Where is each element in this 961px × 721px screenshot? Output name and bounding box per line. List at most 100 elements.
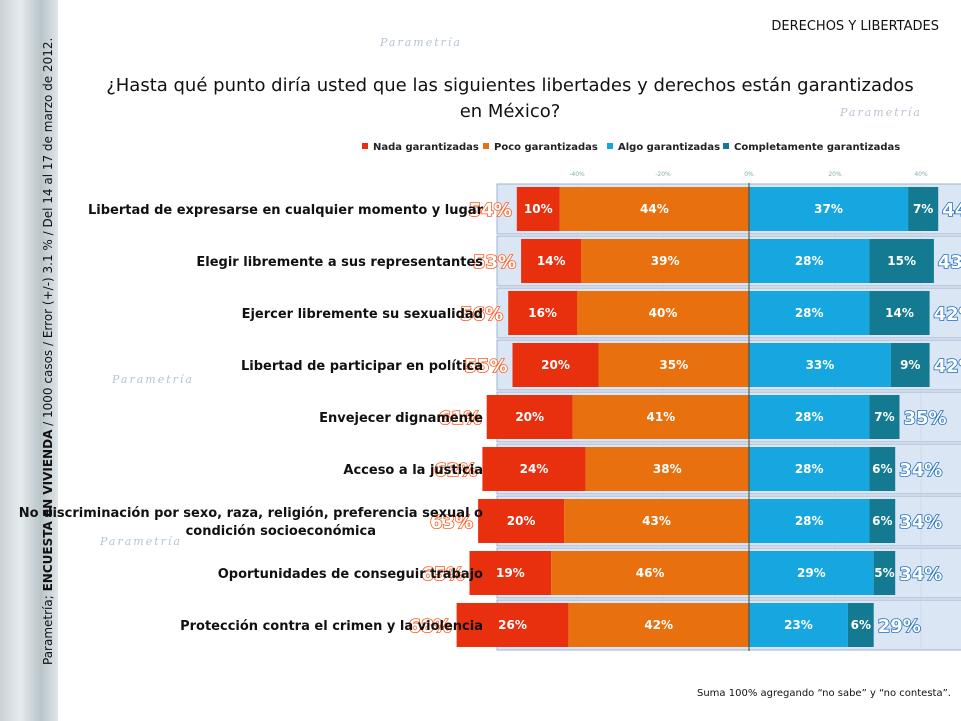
data-label-algo: 23% (784, 618, 813, 632)
category-label: Elegir libremente a sus representantes (196, 255, 483, 270)
legend-label: Poco garantizadas (494, 142, 598, 153)
data-label-nada: 14% (537, 254, 566, 268)
bar-poco (568, 603, 749, 647)
negative-total: 55% (464, 356, 507, 377)
data-label-completamente: 6% (872, 462, 892, 476)
data-label-algo: 28% (795, 462, 824, 476)
bar-completamente (890, 343, 930, 387)
bar-nada (469, 551, 552, 595)
negative-total: 54% (469, 200, 512, 221)
bar-poco (572, 395, 749, 439)
negative-total: 56% (460, 304, 503, 325)
positive-total: 35% (904, 408, 947, 429)
bar-algo (749, 551, 874, 595)
x-tick-label: -20% (655, 171, 671, 178)
bar-nada (478, 499, 565, 543)
data-label-poco: 42% (644, 618, 673, 632)
data-label-completamente: 7% (913, 202, 933, 216)
negative-total: 53% (473, 252, 516, 273)
watermark: Parametría (112, 373, 194, 386)
bar-poco (577, 291, 749, 335)
data-label-completamente: 14% (885, 306, 914, 320)
sidebar-decoration (0, 0, 58, 721)
data-label-poco: 35% (659, 358, 688, 372)
data-label-nada: 19% (496, 566, 525, 580)
bar-completamente (847, 603, 874, 647)
data-label-poco: 41% (646, 410, 675, 424)
bar-poco (551, 551, 749, 595)
x-tick-label: 0% (744, 171, 754, 178)
data-label-algo: 28% (795, 306, 824, 320)
data-label-poco: 46% (636, 566, 665, 580)
data-label-poco: 43% (642, 514, 671, 528)
data-label-algo: 28% (795, 254, 824, 268)
data-label-algo: 28% (795, 410, 824, 424)
bar-completamente (869, 291, 930, 335)
bar-completamente (908, 187, 939, 231)
bar-poco (598, 343, 749, 387)
negative-total: 65% (421, 564, 464, 585)
bar-algo (749, 499, 870, 543)
bar-poco (564, 499, 749, 543)
data-label-nada: 20% (515, 410, 544, 424)
bar-algo (749, 395, 870, 439)
data-label-nada: 26% (498, 618, 527, 632)
data-label-completamente: 7% (874, 410, 894, 424)
bar-algo (749, 603, 848, 647)
category-label: Libertad de participar en política (241, 359, 483, 374)
category-label: Libertad de expresarse en cualquier mome… (88, 203, 484, 218)
legend-swatch (362, 143, 368, 149)
x-tick-label: 40% (914, 171, 928, 178)
positive-total: 34% (899, 564, 942, 585)
data-label-completamente: 6% (851, 618, 871, 632)
category-label: Ejercer libremente su sexualidad (242, 307, 483, 322)
data-label-algo: 28% (795, 514, 824, 528)
category-label: condición socioeconómica (186, 524, 376, 539)
legend-swatch (483, 143, 489, 149)
bar-poco (585, 447, 749, 491)
category-label: Oportunidades de conseguir trabajo (218, 567, 483, 582)
bar-nada (456, 603, 569, 647)
x-tick-label: -40% (569, 171, 585, 178)
data-label-completamente: 5% (874, 566, 894, 580)
positive-total: 34% (899, 460, 942, 481)
positive-total: 43% (938, 252, 961, 273)
bar-nada (521, 239, 582, 283)
category-label: Acceso a la justicia (343, 463, 483, 478)
data-label-poco: 40% (649, 306, 678, 320)
data-label-completamente: 6% (872, 514, 892, 528)
negative-total: 61% (439, 408, 482, 429)
positive-total: 42% (934, 356, 961, 377)
data-label-completamente: 15% (887, 254, 916, 268)
positive-total: 34% (899, 512, 942, 533)
x-tick-label: 20% (828, 171, 842, 178)
data-label-nada: 16% (528, 306, 557, 320)
data-label-algo: 33% (806, 358, 835, 372)
data-label-poco: 38% (653, 462, 682, 476)
data-label-nada: 20% (541, 358, 570, 372)
bar-completamente (869, 395, 900, 439)
watermark: Parametría (100, 535, 182, 548)
bar-nada (508, 291, 577, 335)
data-label-nada: 24% (520, 462, 549, 476)
bar-completamente (873, 551, 896, 595)
data-label-poco: 44% (640, 202, 669, 216)
category-label: Protección contra el crimen y la violenc… (180, 619, 483, 634)
data-label-nada: 20% (507, 514, 536, 528)
section-title: DERECHOS Y LIBERTADES (771, 19, 939, 34)
bar-algo (749, 187, 909, 231)
bar-nada (486, 395, 573, 439)
positive-total: 42% (934, 304, 961, 325)
legend-label: Completamente garantizadas (734, 142, 900, 153)
data-label-algo: 29% (797, 566, 826, 580)
negative-total: 63% (430, 512, 473, 533)
footnote: Suma 100% agregando “no sabe” y “no cont… (697, 688, 951, 699)
question-title: ¿Hasta qué punto diría usted que las sig… (106, 75, 914, 122)
legend-swatch (607, 143, 613, 149)
data-label-nada: 10% (524, 202, 553, 216)
bar-poco (581, 239, 749, 283)
bar-algo (749, 343, 891, 387)
bar-nada (482, 447, 586, 491)
bar-algo (749, 239, 870, 283)
